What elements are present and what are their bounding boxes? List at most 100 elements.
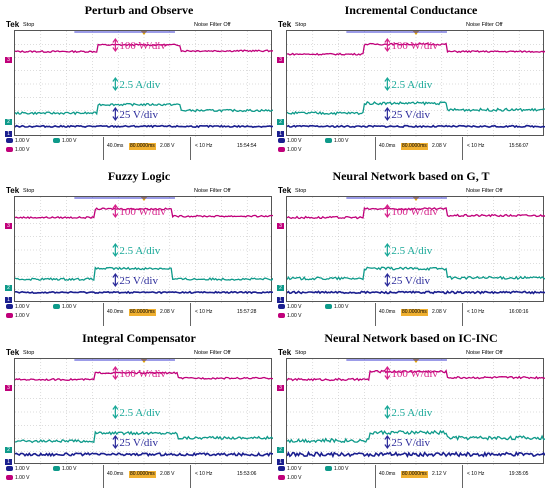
current-trace [15, 430, 273, 444]
ch3-scale: 1.00 V [278, 313, 301, 320]
double-arrow-icon [384, 404, 391, 420]
ch1-scale: 1.00 V [278, 138, 301, 145]
power-scale-label: 100 W/div [391, 206, 438, 218]
oscilloscope-panel: Integral Compensator Tek Stop Noise Filter … [4, 330, 274, 490]
voltage-trace [287, 290, 545, 295]
double-arrow-icon [384, 203, 391, 219]
plot-area: 100 W/div 2.5 A/div 25 V/div [14, 196, 273, 303]
channel-chip [278, 304, 285, 310]
oscilloscope-panel: Neural Network based on IC-INC Tek Stop Noi… [276, 330, 546, 490]
trigger-level-text: 2.08 V [160, 309, 175, 315]
channel-marker: 1 [277, 458, 284, 465]
ch1-scale: 1.00 V [6, 466, 29, 473]
scope-footer: 1.00 V 1.00 V 1.00 V 40.0ms 80.0000ms 2.12 V <… [277, 465, 545, 489]
current-scale-label: 2.5 A/div [119, 79, 160, 91]
channel-chip [6, 466, 13, 472]
scope-screen: Tek Stop Noise Filter Off 100 W/div 2.5 A/di… [276, 185, 546, 328]
ch2-scale-text: 1.00 V [62, 304, 77, 310]
double-arrow-icon [384, 365, 391, 381]
power-scale-label: 100 W/div [391, 40, 438, 52]
trigger-position: 80.0000ms [401, 309, 428, 316]
panel-title: Incremental Conductance [344, 3, 478, 17]
channel-chip [53, 138, 60, 144]
plot-svg: 100 W/div 2.5 A/div 25 V/div [287, 31, 545, 137]
ch3-scale: 1.00 V [6, 147, 29, 154]
scope-brand: Tek [278, 348, 292, 357]
scope-footer: 1.00 V 1.00 V 1.00 V 40.0ms 80.0000ms 2.08 V <… [277, 137, 545, 161]
current-scale-label: 2.5 A/div [391, 245, 432, 257]
trigger-frequency-text: < 10 Hz [195, 471, 213, 477]
footer-separator [462, 137, 463, 160]
channel-chip [53, 466, 60, 472]
double-arrow-icon [384, 76, 391, 92]
current-scale-label: 2.5 A/div [119, 245, 160, 257]
footer-separator [103, 465, 104, 488]
channel-marker: 3 [5, 222, 12, 229]
channel-chip [325, 304, 332, 310]
channel-chip [325, 466, 332, 472]
ch1-scale: 1.00 V [278, 304, 301, 311]
scope-state: Stop [23, 350, 35, 356]
trigger-position: 80.0000ms [401, 471, 428, 478]
trigger-frequency: < 10 Hz [195, 471, 212, 478]
current-trace [15, 102, 273, 116]
channel-chip [6, 138, 13, 144]
footer-separator [462, 303, 463, 326]
double-arrow-icon [112, 106, 119, 122]
clock-time: 15:53:06 [237, 471, 256, 478]
channel-chip [6, 475, 13, 481]
ch3-scale: 1.00 V [6, 475, 29, 482]
trigger-frequency-text: < 10 Hz [195, 143, 213, 149]
scope-state: Stop [295, 22, 307, 28]
scope-screen: Tek Stop Noise Filter Off 100 W/div 2.5 A/di… [4, 185, 274, 328]
ch1-scale: 1.00 V [6, 304, 29, 311]
channel-marker: 1 [5, 130, 12, 137]
channel-chip [325, 138, 332, 144]
trigger-frequency-text: < 10 Hz [195, 309, 213, 315]
timebase-text: 40.0ms [107, 471, 124, 477]
footer-separator [103, 303, 104, 326]
footer-separator [190, 137, 191, 160]
timebase-text: 40.0ms [379, 309, 396, 315]
oscilloscope-panel: Perturb and Observe Tek Stop Noise Filter O… [4, 2, 274, 162]
channel-marker: 3 [5, 384, 12, 391]
voltage-trace [287, 124, 545, 129]
noise-filter-label: Noise Filter Off [466, 350, 503, 356]
scope-brand: Tek [6, 186, 20, 195]
noise-filter-label: Noise Filter Off [466, 188, 503, 194]
ch3-scale-text: 1.00 V [15, 475, 30, 481]
channel-chip [6, 147, 13, 153]
power-trace [15, 207, 273, 220]
oscilloscope-panel: Incremental Conductance Tek Stop Noise Filt… [276, 2, 546, 162]
scope-state: Stop [295, 188, 307, 194]
trigger-level: 2.08 V [160, 143, 174, 150]
voltage-scale-label: 25 V/div [391, 437, 430, 449]
timebase-text: 40.0ms [379, 471, 396, 477]
double-arrow-icon [112, 76, 119, 92]
trigger-frequency-text: < 10 Hz [467, 471, 485, 477]
double-arrow-icon [384, 434, 391, 450]
ch3-scale-text: 1.00 V [15, 147, 30, 153]
noise-filter-label: Noise Filter Off [194, 188, 231, 194]
channel-marker: 1 [5, 458, 12, 465]
trigger-frequency: < 10 Hz [467, 471, 484, 478]
clock-time-text: 15:57:28 [237, 309, 257, 315]
ch3-scale-text: 1.00 V [15, 313, 30, 319]
ch2-scale: 1.00 V [325, 304, 348, 311]
clock-time-text: 15:56:07 [509, 143, 529, 149]
channel-chip [278, 138, 285, 144]
scope-footer: 1.00 V 1.00 V 1.00 V 40.0ms 80.0000ms 2.08 V <… [5, 137, 273, 161]
power-trace [15, 43, 273, 54]
current-scale-label: 2.5 A/div [391, 79, 432, 91]
plot-svg: 100 W/div 2.5 A/div 25 V/div [15, 197, 273, 303]
current-trace [287, 429, 545, 444]
clock-time-text: 15:54:54 [237, 143, 257, 149]
timebase: 40.0ms [107, 309, 123, 316]
trigger-frequency-text: < 10 Hz [467, 309, 485, 315]
clock-time: 15:54:54 [237, 143, 256, 150]
plot-area: 100 W/div 2.5 A/div 25 V/div [286, 196, 545, 303]
plot-svg: 100 W/div 2.5 A/div 25 V/div [15, 359, 273, 465]
ch1-scale-text: 1.00 V [15, 138, 30, 144]
channel-chip [6, 313, 13, 319]
channel-marker: 2 [277, 285, 284, 292]
